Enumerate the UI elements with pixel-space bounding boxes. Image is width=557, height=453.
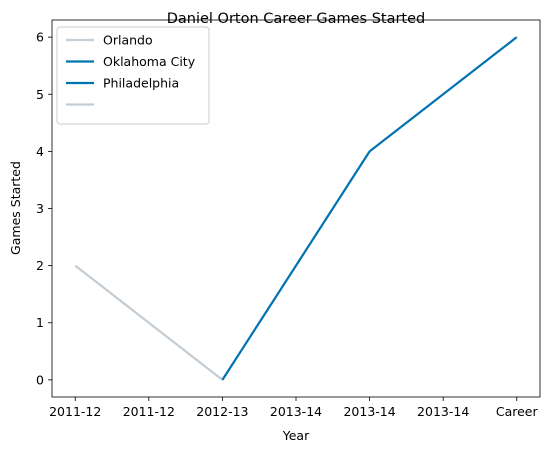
y-tick-label: 2 [36, 258, 44, 273]
y-axis: 0 1 2 3 4 5 6 [36, 30, 52, 387]
plot-series [74, 36, 518, 381]
legend-label-0: Orlando [103, 33, 153, 48]
x-tick-label: 2013-14 [343, 404, 395, 419]
y-tick-label: 6 [36, 30, 44, 45]
x-tick-label: 2013-14 [270, 404, 322, 419]
series-line-0 [74, 264, 224, 381]
legend-label-1: Oklahoma City [103, 54, 196, 69]
x-axis: 2011-12 2011-12 2012-13 2013-14 2013-14 2013-… [49, 397, 539, 419]
series-line-2 [368, 36, 518, 153]
y-tick-label: 3 [36, 201, 44, 216]
legend-label-2: Philadelphia [103, 76, 179, 91]
y-tick-label: 1 [36, 315, 44, 330]
x-tick-label: 2011-12 [123, 404, 175, 419]
legend-box [56, 26, 210, 125]
y-tick-label: 4 [36, 144, 44, 159]
y-tick-label: 5 [36, 87, 44, 102]
x-axis-label: Year [282, 428, 310, 443]
chart-title: Daniel Orton Career Games Started [167, 11, 426, 27]
y-axis-label: Games Started [8, 161, 23, 255]
y-tick-label: 0 [36, 372, 44, 387]
x-tick-label: 2013-14 [417, 404, 469, 419]
x-tick-label: Career [496, 404, 539, 419]
x-tick-label: 2012-13 [196, 404, 248, 419]
legend: Orlando Oklahoma City Philadelphia [56, 26, 210, 125]
x-tick-label: 2011-12 [49, 404, 101, 419]
series-line-1 [221, 150, 371, 381]
